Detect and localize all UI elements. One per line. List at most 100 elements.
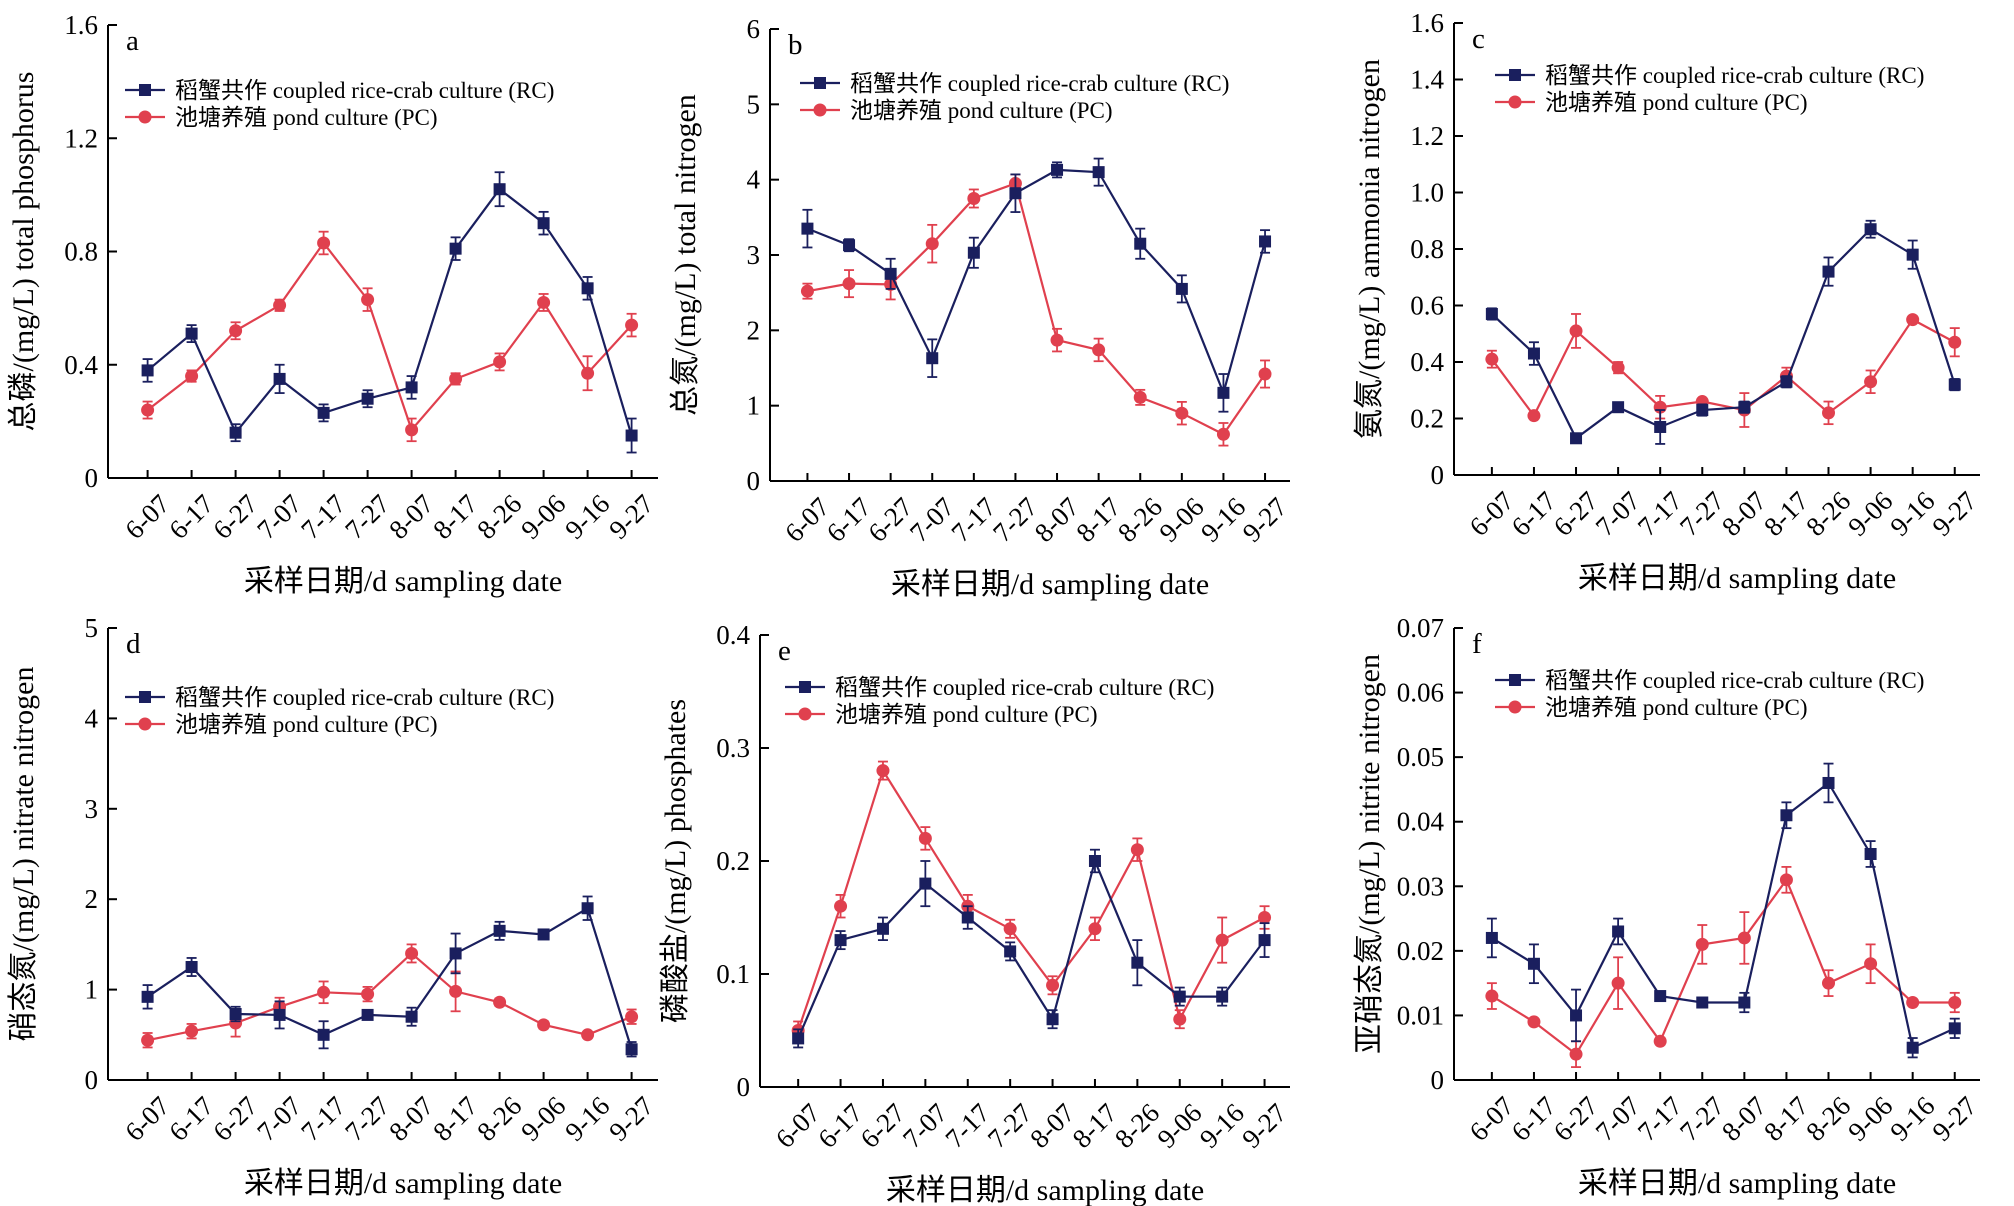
series-line — [797, 767, 1266, 1031]
x-tick-label: 9-27 — [1236, 1098, 1292, 1154]
x-tick-label: 8-07 — [383, 1091, 439, 1147]
data-point — [185, 1024, 199, 1038]
panel-letter: e — [778, 635, 791, 667]
data-point — [967, 192, 981, 205]
series-pc — [141, 230, 639, 443]
data-point — [1780, 809, 1793, 822]
data-point — [1906, 313, 1920, 327]
data-point — [1696, 996, 1709, 1009]
x-axis-title: 采样日期/d sampling date — [244, 1167, 562, 1200]
data-point — [537, 928, 550, 941]
series-rc — [1485, 762, 1961, 1059]
series-line — [1490, 318, 1956, 418]
series-line — [146, 241, 633, 433]
legend-marker — [138, 110, 152, 124]
legend-label: 稻蟹共作 coupled rice-crab culture (RC) — [1545, 668, 1924, 693]
data-point — [1485, 931, 1498, 944]
data-point — [1738, 401, 1751, 414]
data-point — [1737, 931, 1751, 945]
legend-label: 稻蟹共作 coupled rice-crab culture (RC) — [1545, 63, 1924, 88]
panel-d: 0 1 2 3 4 5 6-076-176-277-077-177-278-078-178-… — [7, 613, 659, 1200]
data-point — [1092, 343, 1106, 357]
data-point — [1258, 934, 1271, 947]
y-tick-label: 0 — [1431, 1065, 1445, 1095]
data-point — [926, 352, 939, 365]
data-point — [967, 246, 980, 259]
y-tick-label: 0.04 — [1397, 807, 1445, 837]
data-point — [537, 217, 550, 230]
x-tick-label: 7-17 — [295, 1091, 351, 1147]
data-point — [1046, 1013, 1059, 1026]
y-tick-label: 1 — [747, 391, 761, 421]
legend: 稻蟹共作 coupled rice-crab culture (RC)池塘养殖 … — [785, 675, 1214, 727]
y-axis-title: 总磷/(mg/L) total phosphorus — [7, 72, 40, 432]
data-point — [1695, 937, 1709, 951]
legend-label: 池塘养殖 pond culture (PC) — [1545, 90, 1808, 115]
x-tick-label: 6-07 — [770, 1098, 826, 1154]
data-point — [581, 282, 594, 295]
data-point — [801, 222, 814, 235]
data-point — [1864, 375, 1878, 389]
x-tick-label: 7-17 — [295, 489, 351, 545]
data-point — [361, 1008, 374, 1021]
series-line — [807, 168, 1267, 397]
y-tick-label: 0.2 — [716, 846, 750, 876]
y-tick-label: 1 — [85, 975, 99, 1005]
series-line — [807, 181, 1266, 436]
data-point — [625, 1010, 639, 1024]
data-point — [317, 406, 330, 419]
x-axis-title: 采样日期/d sampling date — [1578, 1167, 1896, 1200]
x-tick-label: 6-27 — [207, 489, 263, 545]
y-tick-label: 0.4 — [716, 620, 750, 650]
panel-letter: a — [126, 25, 139, 57]
data-point — [1527, 347, 1540, 360]
data-point — [361, 293, 375, 307]
series-line — [797, 857, 1266, 1039]
data-point — [1051, 163, 1064, 176]
y-axis-title: 亚硝态氮/(mg/L) nitrite nitrogen — [1353, 654, 1386, 1054]
y-tick-label: 0 — [747, 466, 761, 496]
legend-marker — [1509, 69, 1521, 81]
y-tick-label: 0.05 — [1397, 742, 1444, 772]
data-point — [876, 922, 889, 935]
series-rc — [1485, 219, 1961, 445]
y-tick-label: 1.6 — [64, 10, 98, 40]
data-point — [229, 426, 242, 439]
y-tick-label: 5 — [85, 613, 99, 643]
x-tick-label: 6-07 — [119, 1091, 175, 1147]
data-point — [273, 1008, 286, 1021]
x-tick-label: 8-17 — [1067, 1098, 1123, 1154]
data-point — [1088, 922, 1102, 936]
data-point — [493, 183, 506, 196]
y-tick-label: 5 — [747, 89, 761, 119]
y-tick-label: 3 — [747, 240, 761, 270]
data-point — [1822, 776, 1835, 789]
data-point — [1822, 406, 1836, 420]
x-tick-label: 9-27 — [603, 489, 659, 545]
data-point — [1485, 989, 1499, 1003]
x-tick-label: 8-07 — [383, 489, 439, 545]
data-point — [919, 877, 932, 890]
data-point — [141, 364, 154, 377]
data-point — [625, 318, 639, 332]
x-axis-title: 采样日期/d sampling date — [1578, 562, 1896, 595]
x-tick-label: 9-27 — [1926, 1091, 1982, 1147]
y-tick-label: 2 — [747, 315, 761, 345]
y-tick-label: 0.07 — [1397, 613, 1444, 643]
y-axis-title: 氨氮/(mg/L) ammonia nitrogen — [1353, 59, 1386, 439]
y-tick-label: 1.0 — [1410, 178, 1444, 208]
legend-marker — [139, 691, 151, 703]
data-point — [1259, 235, 1272, 248]
series-rc — [801, 157, 1272, 413]
data-point — [405, 381, 418, 394]
y-tick-label: 0.6 — [1410, 291, 1444, 321]
y-tick-label: 2 — [85, 884, 99, 914]
data-point — [317, 1028, 330, 1041]
data-point — [273, 372, 286, 385]
data-point — [1527, 957, 1540, 970]
data-point — [1779, 873, 1793, 887]
panel-letter: f — [1472, 628, 1482, 660]
data-point — [1088, 855, 1101, 867]
data-point — [1004, 945, 1017, 958]
data-point — [1527, 409, 1541, 423]
